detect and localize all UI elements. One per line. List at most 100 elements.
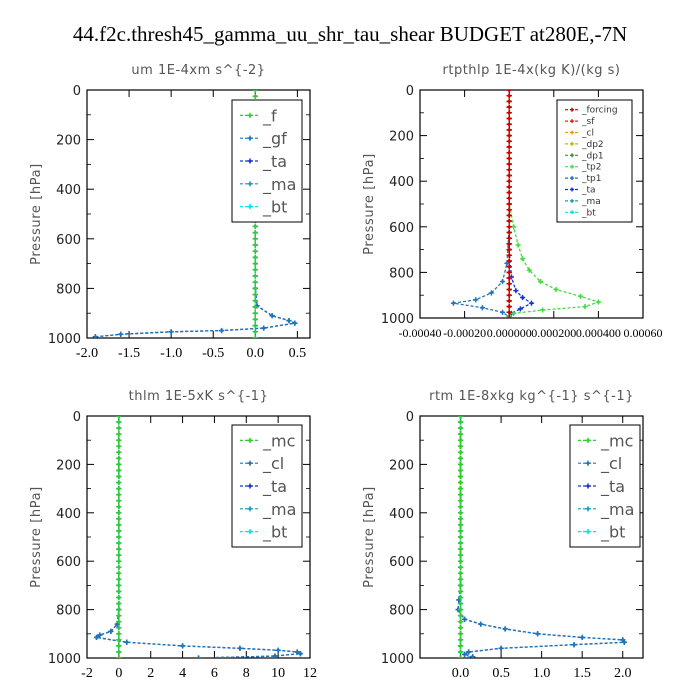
data-point <box>515 242 521 248</box>
data-point <box>116 504 122 510</box>
data-point <box>457 461 464 467</box>
data-point <box>116 613 122 619</box>
legend-swatch-marker <box>247 460 253 466</box>
data-point <box>506 252 512 258</box>
legend-label: _sf <box>581 117 595 127</box>
series-line <box>453 90 510 318</box>
data-point <box>168 329 174 335</box>
y-axis-label: Pressure [hPa] <box>362 486 377 588</box>
data-point <box>506 309 512 315</box>
data-point <box>457 455 464 461</box>
data-point <box>499 309 506 315</box>
data-point <box>252 93 258 99</box>
x-tick-label: 0.000200 <box>531 326 576 340</box>
data-point <box>506 207 512 213</box>
y-axis-label: Pressure [hPa] <box>29 486 44 588</box>
data-point <box>116 546 122 552</box>
data-point <box>621 639 627 645</box>
data-point <box>506 184 512 190</box>
series-line <box>508 90 533 318</box>
data-point <box>457 619 464 625</box>
data-point <box>116 625 122 631</box>
legend-swatch-marker <box>570 176 574 181</box>
data-point <box>506 212 512 218</box>
legend-swatch-marker <box>247 135 253 141</box>
legend-item: _bt <box>578 523 625 543</box>
data-point <box>116 486 122 492</box>
y-tick-label: 0 <box>73 410 81 425</box>
data-point <box>116 498 122 504</box>
data-point <box>116 607 122 613</box>
legend-item: _tp2 <box>565 163 601 173</box>
data-point <box>506 104 512 110</box>
legend-label: _mc <box>262 431 295 451</box>
y-tick-label: 0 <box>406 84 414 99</box>
data-point <box>116 455 122 461</box>
data-point <box>97 632 103 638</box>
legend-item: _dp2 <box>565 140 604 150</box>
data-point <box>540 307 546 313</box>
data-point <box>511 224 517 230</box>
data-point <box>479 305 486 311</box>
data-point <box>506 93 512 99</box>
data-point <box>116 637 122 643</box>
legend-swatch-marker <box>570 107 574 112</box>
data-point <box>488 290 494 296</box>
data-point <box>506 269 512 275</box>
data-point <box>457 498 464 504</box>
data-point <box>457 528 464 534</box>
series-group <box>93 416 304 658</box>
panel-title: um 1E-4xm s^{-2} <box>131 63 265 78</box>
legend-swatch-marker <box>247 112 253 118</box>
data-point <box>506 90 512 93</box>
data-point <box>534 631 541 637</box>
legend-swatch-marker <box>247 204 253 210</box>
legend-item: _ma <box>578 500 634 520</box>
legend-swatch-marker <box>570 198 574 203</box>
legend-item: _tp1 <box>565 174 601 184</box>
data-point <box>470 654 476 658</box>
data-point <box>506 138 512 144</box>
series-line <box>457 416 626 658</box>
legend-label: _tp1 <box>581 174 601 184</box>
data-point <box>506 247 512 253</box>
legend-label: _mc <box>600 431 633 451</box>
data-point <box>457 486 464 492</box>
legend-swatch-marker <box>247 483 253 489</box>
legend-swatch-marker <box>585 506 591 512</box>
data-point <box>116 655 122 658</box>
data-point <box>116 588 122 595</box>
data-point <box>457 449 464 455</box>
data-point <box>499 278 506 285</box>
data-point <box>506 264 512 270</box>
legend-swatch-marker <box>570 210 574 215</box>
y-tick-label: 1000 <box>381 652 414 667</box>
data-point <box>457 552 464 558</box>
legend-item: _ma <box>240 500 296 520</box>
x-tick-label: 8 <box>243 666 250 681</box>
x-tick-label: 1.5 <box>573 666 591 681</box>
y-tick-label: 800 <box>56 282 81 297</box>
data-point <box>272 653 278 658</box>
x-tick-label: 0.5 <box>492 666 510 681</box>
y-axis-label: Pressure [hPa] <box>362 153 377 255</box>
data-point <box>92 334 99 338</box>
data-point <box>457 504 464 510</box>
legend-item: _ta <box>240 152 287 172</box>
data-point <box>269 313 275 319</box>
data-point <box>519 256 526 262</box>
legend-label: _ta <box>262 152 287 172</box>
data-point <box>252 242 258 248</box>
data-point <box>252 310 258 316</box>
data-point <box>506 161 512 167</box>
data-point <box>457 594 464 601</box>
y-tick-label: 200 <box>56 134 81 149</box>
data-point <box>506 292 512 298</box>
legend-swatch-marker <box>247 181 253 187</box>
data-point <box>506 304 512 310</box>
legend-item: _gf <box>240 129 287 149</box>
data-point <box>457 431 464 437</box>
data-point <box>116 516 122 522</box>
data-point <box>506 286 512 293</box>
